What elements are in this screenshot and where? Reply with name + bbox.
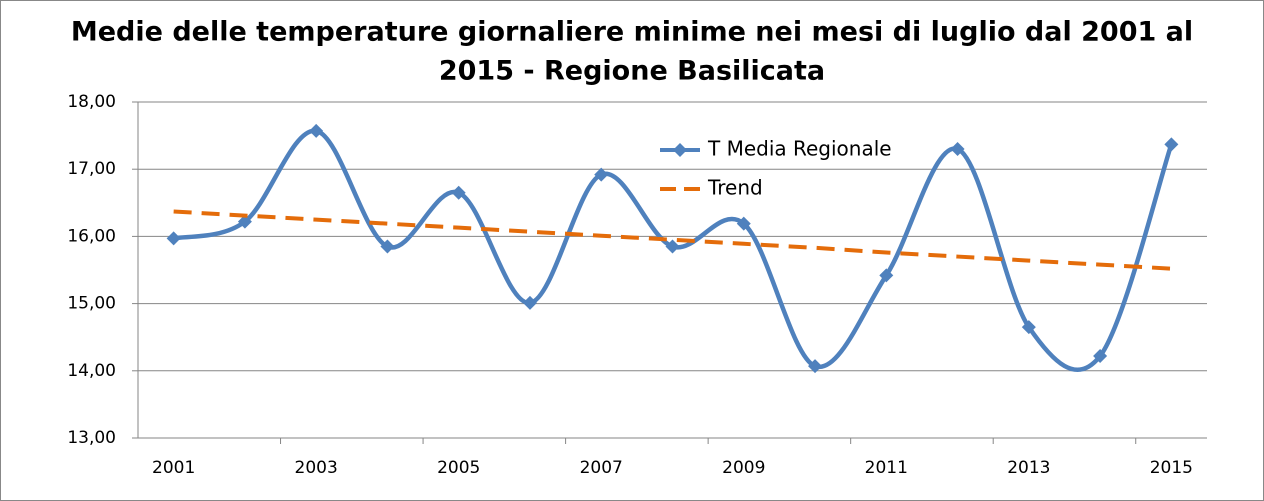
series-line [173,128,1174,372]
x-tick-label: 2001 [152,458,195,478]
legend-marker [673,143,687,157]
data-marker [309,123,324,138]
data-marker [451,185,466,200]
legend-label: T Media Regionale [707,137,892,161]
data-marker [166,231,181,246]
data-marker [1021,320,1036,335]
data-marker [665,239,680,254]
x-tick-label: 2007 [580,458,623,478]
data-marker [808,359,823,374]
data-marker [522,295,537,310]
x-tick-label: 2005 [437,458,480,478]
legend-label: Trend [707,176,763,200]
x-tick-label: 2015 [1150,458,1193,478]
x-tick-label: 2013 [1007,458,1050,478]
chart-title: 2015 - Regione Basilicata [439,56,825,87]
y-tick-label: 18,00 [67,92,116,112]
data-marker [1093,349,1108,364]
x-tick-label: 2009 [722,458,765,478]
data-marker [594,167,609,182]
y-tick-label: 17,00 [67,159,116,179]
data-marker [736,216,751,231]
data-marker [1164,137,1179,152]
x-tick-label: 2003 [295,458,338,478]
y-tick-label: 13,00 [67,428,116,448]
y-tick-label: 14,00 [67,361,116,381]
y-tick-label: 16,00 [67,226,116,246]
chart-title: Medie delle temperature giornaliere mini… [71,17,1193,48]
data-marker [237,214,252,229]
x-tick-label: 2011 [865,458,908,478]
data-marker [950,142,965,157]
data-marker [879,268,894,283]
y-tick-label: 15,00 [67,294,116,314]
data-marker [380,239,395,254]
